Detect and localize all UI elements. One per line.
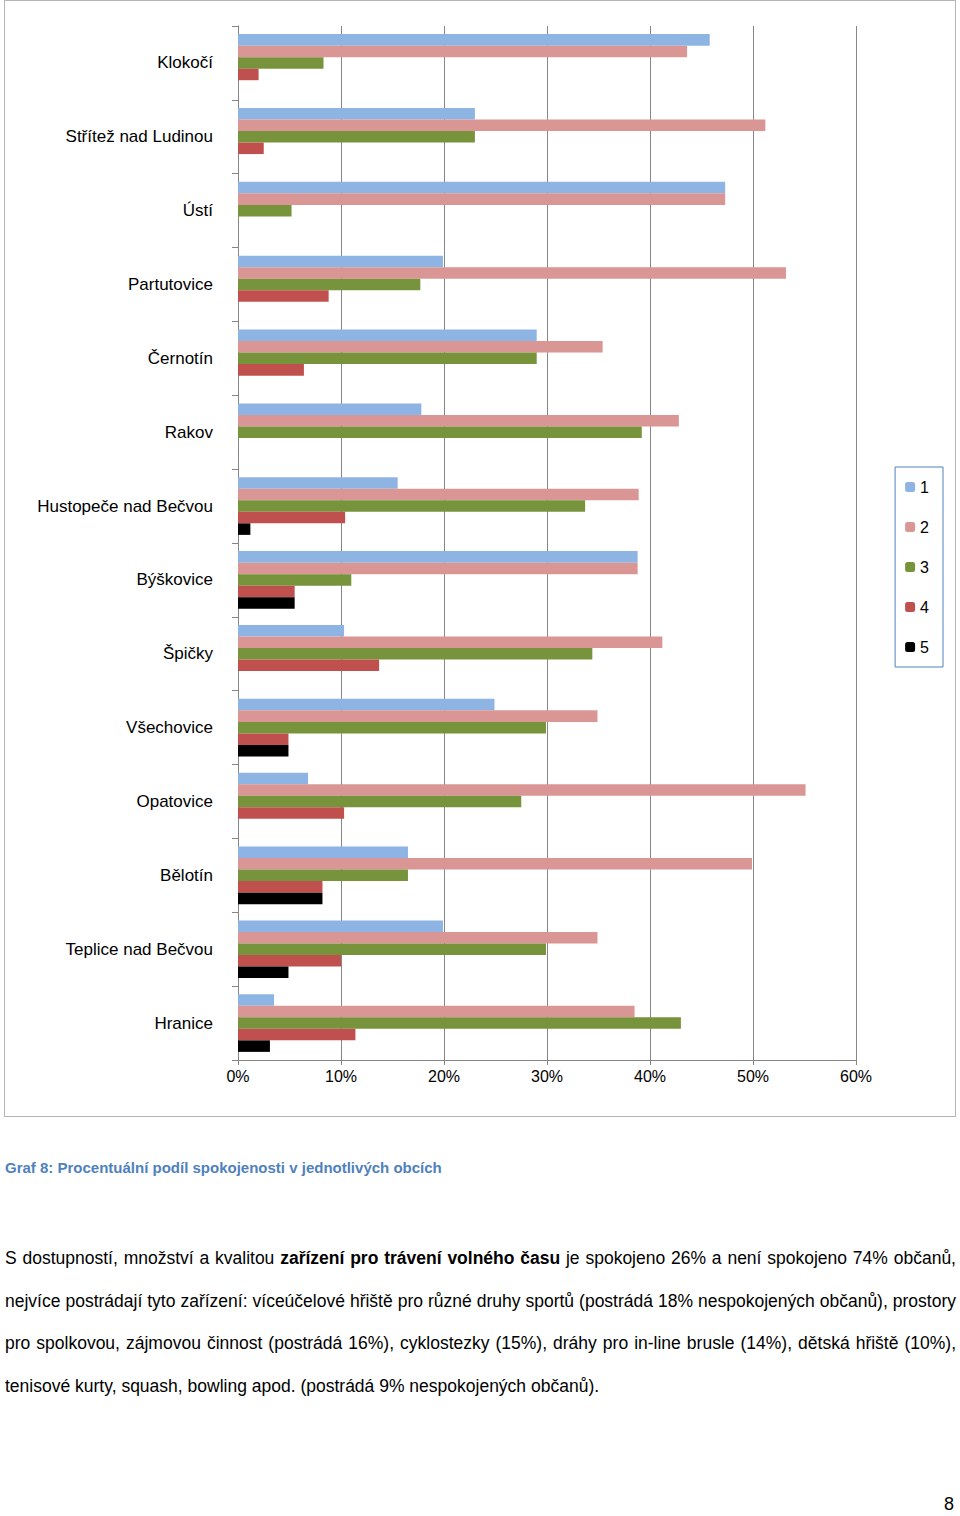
html-text:S dostupností, množství a kval: S dostupností, množství a kvalitou zaříz… <box>5 1248 956 1396</box>
svg-text:5: 5 <box>920 639 929 656</box>
svg-text:Rakov: Rakov <box>165 423 214 442</box>
svg-text:Opatovice: Opatovice <box>136 792 213 811</box>
svg-text:Partutovice: Partutovice <box>128 275 213 294</box>
svg-text:3: 3 <box>920 559 929 576</box>
svg-text:40%: 40% <box>634 1068 666 1085</box>
svg-text:Klokočí: Klokočí <box>157 53 213 72</box>
html-text:8: 8 <box>944 1494 954 1514</box>
svg-text:Špičky: Špičky <box>163 644 214 663</box>
svg-text:60%: 60% <box>840 1068 872 1085</box>
svg-text:Ústí: Ústí <box>183 201 214 220</box>
svg-text:30%: 30% <box>531 1068 563 1085</box>
svg-text:Bělotín: Bělotín <box>160 866 213 885</box>
svg-text:1: 1 <box>920 479 929 496</box>
html-text:Graf 8: Procentuální podíl spo: Graf 8: Procentuální podíl spokojenosti … <box>5 1159 442 1176</box>
svg-text:Černotín: Černotín <box>148 349 213 368</box>
svg-text:Teplice nad Bečvou: Teplice nad Bečvou <box>66 940 213 959</box>
svg-text:Střítež nad Ludinou: Střítež nad Ludinou <box>66 127 213 146</box>
svg-text:Všechovice: Všechovice <box>126 718 213 737</box>
svg-text:Hustopeče nad Bečvou: Hustopeče nad Bečvou <box>37 497 213 516</box>
svg-text:Býškovice: Býškovice <box>136 570 213 589</box>
svg-text:50%: 50% <box>737 1068 769 1085</box>
svg-text:10%: 10% <box>325 1068 357 1085</box>
svg-text:20%: 20% <box>428 1068 460 1085</box>
svg-text:4: 4 <box>920 599 929 616</box>
svg-text:0%: 0% <box>226 1068 249 1085</box>
svg-text:2: 2 <box>920 519 929 536</box>
svg-text:Hranice: Hranice <box>154 1014 213 1033</box>
